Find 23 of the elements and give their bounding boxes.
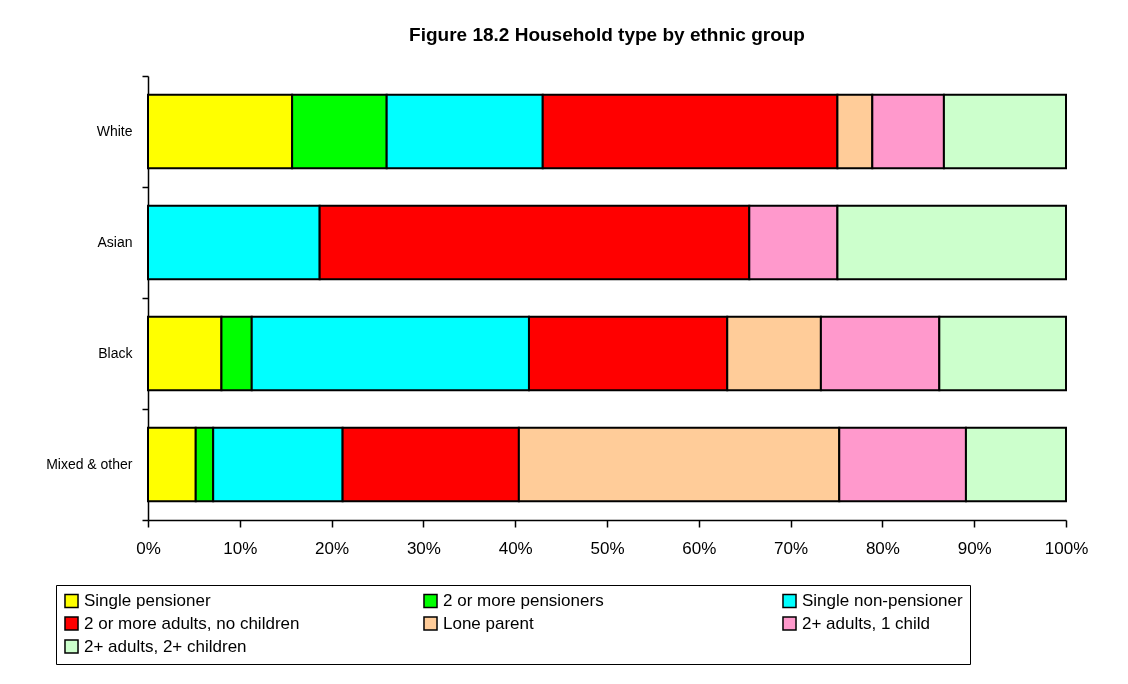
x-tick-label: 40% bbox=[498, 538, 533, 558]
y-tick-label: Asian bbox=[97, 234, 133, 250]
y-tick-label: White bbox=[96, 123, 133, 139]
x-tick-label: 50% bbox=[590, 538, 625, 558]
legend-label: 2 or more adults, no children bbox=[84, 613, 300, 633]
y-tick-label: Mixed & other bbox=[46, 456, 133, 472]
legend-label: 2+ adults, 1 child bbox=[802, 613, 931, 633]
legend-label: Single non-pensioner bbox=[802, 590, 964, 610]
x-tick-label: 80% bbox=[865, 538, 900, 558]
legend-label: 2+ adults, 2+ children bbox=[84, 636, 247, 656]
x-tick-label: 100% bbox=[1044, 538, 1089, 558]
x-tick-label: 30% bbox=[406, 538, 441, 558]
chart-title: Figure 18.2 Household type by ethnic group bbox=[409, 24, 805, 45]
legend-label: Single pensioner bbox=[84, 590, 211, 610]
x-tick-label: 20% bbox=[315, 538, 350, 558]
x-tick-label: 10% bbox=[223, 538, 258, 558]
x-tick-label: 70% bbox=[774, 538, 809, 558]
legend-label: 2 or more pensioners bbox=[443, 590, 604, 610]
legend-label: Lone parent bbox=[443, 613, 535, 633]
x-tick-label: 0% bbox=[136, 538, 161, 558]
y-tick-label: Black bbox=[98, 345, 134, 361]
x-tick-label: 90% bbox=[957, 538, 992, 558]
x-tick-label: 60% bbox=[682, 538, 717, 558]
